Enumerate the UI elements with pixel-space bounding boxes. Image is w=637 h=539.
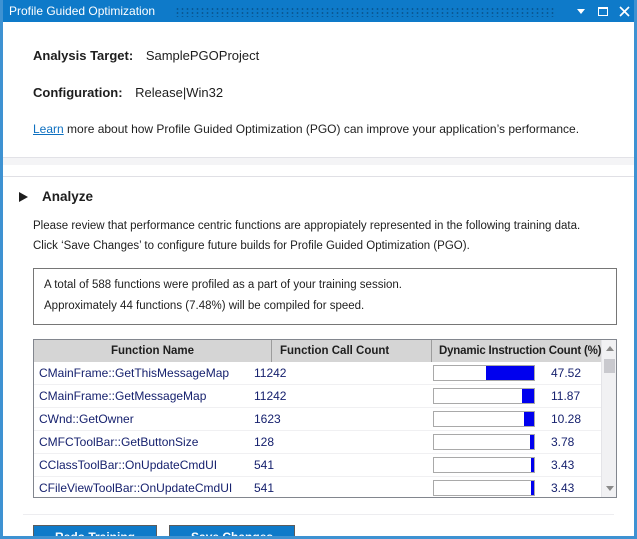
- window-menu-button[interactable]: [571, 2, 590, 20]
- column-header-function-call-count[interactable]: Function Call Count: [271, 340, 431, 362]
- table-header-row: Function Name Function Call Count Dynami…: [34, 340, 601, 362]
- window-title: Profile Guided Optimization: [9, 4, 156, 18]
- close-icon: [619, 5, 630, 17]
- instruction-percent-value: 3.43: [551, 481, 575, 495]
- title-bar[interactable]: Profile Guided Optimization: [3, 0, 634, 22]
- function-call-count-cell: 11242: [254, 366, 287, 380]
- redo-training-button[interactable]: Redo Training: [33, 525, 158, 536]
- function-name-cell: CMainFrame::GetThisMessageMap: [39, 366, 230, 380]
- function-name-cell: CClassToolBar::OnUpdateCmdUI: [39, 458, 218, 472]
- analyze-section: Analyze Please review that performance c…: [3, 177, 634, 498]
- function-call-count-cell: 128: [254, 435, 275, 449]
- maximize-button[interactable]: [593, 2, 612, 20]
- table-scrollbar[interactable]: [601, 340, 616, 497]
- instruction-bar: [433, 365, 535, 381]
- table-row[interactable]: CMainFrame::GetMessageMap 11242 11.87: [34, 385, 601, 408]
- instruction-bar-fill: [530, 458, 534, 472]
- table-row[interactable]: CWnd::GetOwner 1623 10.28: [34, 408, 601, 431]
- function-call-count-cell: 1623: [254, 412, 281, 426]
- description-line-1: Please review that performance centric f…: [33, 220, 581, 232]
- function-name-cell: CMainFrame::GetMessageMap: [39, 389, 207, 403]
- instruction-bar-fill: [530, 481, 534, 495]
- instruction-percent-value: 11.87: [551, 389, 581, 403]
- summary-line-1: A total of 588 functions were profiled a…: [44, 279, 402, 291]
- instruction-bar: [433, 457, 535, 473]
- instruction-bar: [433, 480, 535, 496]
- function-name-cell: CMFCToolBar::GetButtonSize: [39, 435, 199, 449]
- scroll-up-icon: [605, 346, 614, 351]
- analysis-target-label: Analysis Target:: [33, 48, 134, 63]
- analyze-expander-header[interactable]: Analyze: [19, 189, 609, 204]
- instruction-bar: [433, 411, 535, 427]
- function-name-cell: CWnd::GetOwner: [39, 412, 134, 426]
- configuration-row: Configuration: Release|Win32: [33, 85, 604, 100]
- instruction-bar-fill: [486, 366, 534, 380]
- table-row[interactable]: CMainFrame::GetThisMessageMap 11242 47.52: [34, 362, 601, 385]
- scrollbar-thumb[interactable]: [604, 359, 615, 373]
- scroll-up-button[interactable]: [602, 341, 616, 356]
- table-row[interactable]: CFileViewToolBar::OnUpdateCmdUI 541 3.43: [34, 477, 601, 497]
- description-line-2: Click ‘Save Changes’ to configure future…: [33, 240, 470, 252]
- dynamic-instruction-cell: 10.28: [424, 411, 581, 427]
- instruction-percent-value: 10.28: [551, 412, 582, 426]
- save-changes-button[interactable]: Save Changes: [169, 525, 296, 536]
- dynamic-instruction-cell: 3.78: [424, 434, 574, 450]
- summary-line-2: Approximately 44 functions (7.48%) will …: [44, 300, 365, 312]
- section-separator: [3, 157, 634, 177]
- table-row[interactable]: CMFCToolBar::GetButtonSize 128 3.78: [34, 431, 601, 454]
- training-summary-box: A total of 588 functions were profiled a…: [33, 268, 617, 325]
- functions-table: Function Name Function Call Count Dynami…: [33, 339, 617, 498]
- analysis-info-section: Analysis Target: SamplePGOProject Config…: [3, 22, 634, 157]
- learn-link[interactable]: Learn: [33, 122, 64, 136]
- dynamic-instruction-cell: 3.43: [424, 457, 574, 473]
- analysis-target-value: SamplePGOProject: [145, 48, 260, 63]
- column-header-dynamic-instruction-count[interactable]: Dynamic Instruction Count (%): [431, 340, 601, 362]
- instruction-percent-value: 47.52: [551, 366, 582, 380]
- function-call-count-cell: 541: [254, 458, 275, 472]
- analyze-section-title: Analyze: [42, 189, 94, 204]
- function-name-cell: CFileViewToolBar::OnUpdateCmdUI: [39, 481, 233, 495]
- instruction-bar: [433, 434, 535, 450]
- analyze-description: Please review that performance centric f…: [33, 216, 609, 256]
- dynamic-instruction-cell: 3.43: [424, 480, 574, 496]
- dynamic-instruction-cell: 47.52: [424, 365, 581, 381]
- scroll-down-icon: [605, 486, 614, 491]
- configuration-label: Configuration:: [33, 85, 123, 100]
- instruction-percent-value: 3.78: [551, 435, 575, 449]
- column-header-function-name[interactable]: Function Name: [110, 345, 195, 357]
- drag-grip-pattern[interactable]: [175, 6, 555, 17]
- function-call-count-cell: 11242: [254, 389, 287, 403]
- instruction-bar-fill: [530, 435, 534, 449]
- expander-triangle-icon: [19, 191, 28, 202]
- chevron-down-icon: [576, 8, 585, 14]
- configuration-value: Release|Win32: [135, 85, 224, 100]
- instruction-percent-value: 3.43: [551, 458, 575, 472]
- instruction-bar: [433, 388, 535, 404]
- table-row[interactable]: CClassToolBar::OnUpdateCmdUI 541 3.43: [34, 454, 601, 477]
- analysis-target-row: Analysis Target: SamplePGOProject: [33, 48, 604, 63]
- scroll-down-button[interactable]: [602, 481, 616, 496]
- learn-text: more about how Profile Guided Optimizati…: [63, 122, 580, 136]
- footer-button-bar: Redo Training Save Changes: [23, 514, 614, 536]
- dynamic-instruction-cell: 11.87: [424, 388, 580, 404]
- learn-more-row: Learn more about how Profile Guided Opti…: [33, 122, 604, 136]
- instruction-bar-fill: [522, 389, 534, 403]
- maximize-icon: [597, 6, 608, 16]
- function-call-count-cell: 541: [254, 481, 275, 495]
- table-body: CMainFrame::GetThisMessageMap 11242 47.52 C…: [34, 362, 601, 497]
- close-button[interactable]: [615, 2, 634, 20]
- instruction-bar-fill: [523, 412, 534, 426]
